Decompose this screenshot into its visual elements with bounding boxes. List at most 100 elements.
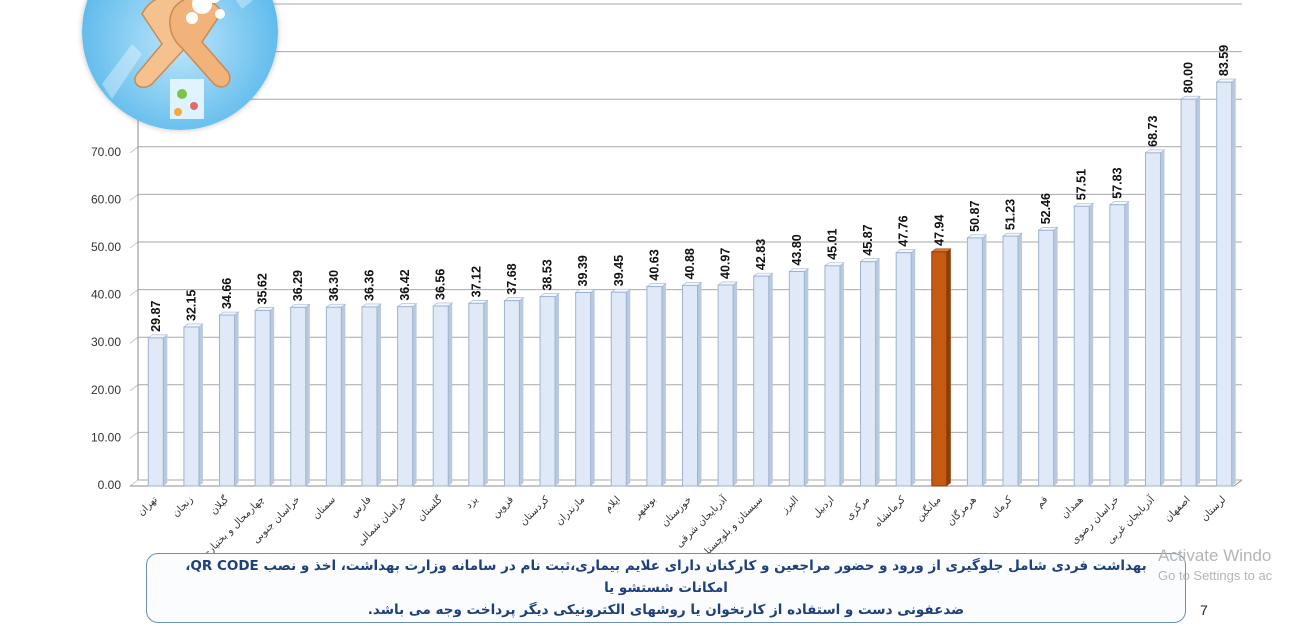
data-label: 29.87 (149, 300, 163, 331)
x-tick-label: فارس (348, 494, 374, 520)
bar-side (804, 268, 809, 486)
gridline-depth (129, 289, 139, 297)
data-label: 37.12 (469, 266, 483, 297)
bar (1144, 152, 1161, 487)
bar-side (341, 304, 346, 486)
bar-side (376, 303, 381, 486)
bars (147, 78, 1237, 487)
data-label: 50.87 (968, 201, 982, 232)
data-label: 40.63 (647, 249, 661, 280)
x-tick-label: لرستان (1199, 494, 1228, 523)
gridline-depth (129, 146, 139, 154)
bar (219, 314, 236, 487)
gridline-depth (129, 193, 139, 201)
bar (397, 306, 414, 487)
x-tick-label: مازندران (554, 494, 587, 527)
x-tick-label: کردستان (518, 494, 552, 528)
bar-side (1160, 149, 1165, 486)
data-label: 57.83 (1110, 167, 1124, 198)
x-tick-label: تهران (136, 494, 160, 518)
bar (1109, 204, 1126, 487)
data-label: 68.73 (1146, 116, 1160, 147)
bar-side (198, 323, 203, 486)
y-tick-label: 20.00 (91, 383, 121, 397)
bar-side (305, 304, 310, 486)
bar-side (733, 281, 738, 486)
x-tick-label: ایلام (603, 494, 623, 514)
bar (147, 337, 164, 487)
bar (788, 271, 805, 487)
bar-side (661, 283, 666, 486)
data-label: 36.42 (398, 269, 412, 300)
bar (183, 326, 200, 487)
y-tick-label: 70.00 (91, 145, 121, 159)
data-label: 45.01 (825, 228, 839, 259)
data-label: 43.80 (790, 234, 804, 265)
x-tick-label: قم (1034, 494, 1050, 510)
bar (895, 252, 912, 487)
bar (468, 302, 485, 487)
bar-side (982, 234, 987, 486)
data-label: 36.29 (291, 270, 305, 301)
data-label: 37.68 (505, 263, 519, 294)
bar (290, 306, 307, 487)
caption-text: بهداشت فردی شامل جلوگیری از ورود و حضور … (147, 555, 1185, 621)
bar-side (270, 307, 275, 486)
data-label: 47.94 (932, 214, 946, 245)
data-label: 57.51 (1075, 169, 1089, 200)
data-label: 40.88 (683, 248, 697, 279)
bar-side (163, 334, 168, 486)
watermark-line-1: Activate Windo (1158, 546, 1272, 565)
gridline-depth (129, 431, 139, 439)
watermark-line-2: Go to Settings to ac (1158, 568, 1273, 583)
bar-side (626, 289, 631, 486)
data-label: 36.30 (327, 270, 341, 301)
data-label: 80.00 (1182, 62, 1196, 93)
y-tick-label: 40.00 (91, 288, 121, 302)
data-label: 40.97 (719, 248, 733, 279)
y-tick-label: 50.00 (91, 240, 121, 254)
data-labels: 29.87 32.15 34.66 35.62 36.29 36.30 36.36 36.42… (149, 45, 1231, 332)
data-label: 36.36 (362, 270, 376, 301)
y-tick-label: 0.00 (98, 478, 122, 492)
bar-side (590, 289, 595, 486)
data-label: 38.53 (541, 259, 555, 290)
bar (610, 291, 627, 487)
x-tick-label: گیلان (208, 493, 232, 517)
gridline-depth (129, 384, 139, 392)
bar (325, 306, 342, 487)
data-label: 51.23 (1004, 199, 1018, 230)
bar (646, 286, 663, 487)
bar-side (412, 303, 417, 486)
bar-side (1231, 79, 1236, 486)
bar-side (234, 312, 239, 486)
bar (966, 237, 983, 487)
bar-side (1053, 227, 1058, 486)
caption-line-2: ضدعفونی دست و استفاده از کارتخوان یا روش… (367, 602, 965, 618)
x-tick-label: اصفهان (1163, 494, 1193, 524)
data-label: 39.45 (612, 255, 626, 286)
bar (361, 306, 378, 487)
data-label: 35.62 (256, 273, 270, 304)
bar-side (555, 293, 560, 486)
bar (1216, 81, 1233, 487)
x-tick-label: چهارمحال و بختیاری (200, 494, 266, 560)
bar (860, 261, 877, 487)
data-label: 83.59 (1217, 45, 1231, 76)
x-tick-label: اردبیل (811, 494, 837, 520)
data-label: 34.66 (220, 278, 234, 309)
x-tick-label: گلستان (415, 493, 445, 523)
bar-side (519, 297, 524, 486)
gridline-depth (129, 479, 139, 487)
bar-side (839, 262, 844, 486)
data-label: 47.76 (897, 215, 911, 246)
bar-side (768, 273, 773, 486)
bar-side (875, 258, 880, 486)
x-tick-label: میانگین (913, 494, 943, 524)
x-tick-label: سمنان (311, 494, 338, 521)
data-label: 45.87 (861, 224, 875, 255)
bar-side (448, 302, 453, 486)
x-tick-label: سیستان و بلوچستان (698, 494, 766, 562)
bar (753, 275, 770, 487)
